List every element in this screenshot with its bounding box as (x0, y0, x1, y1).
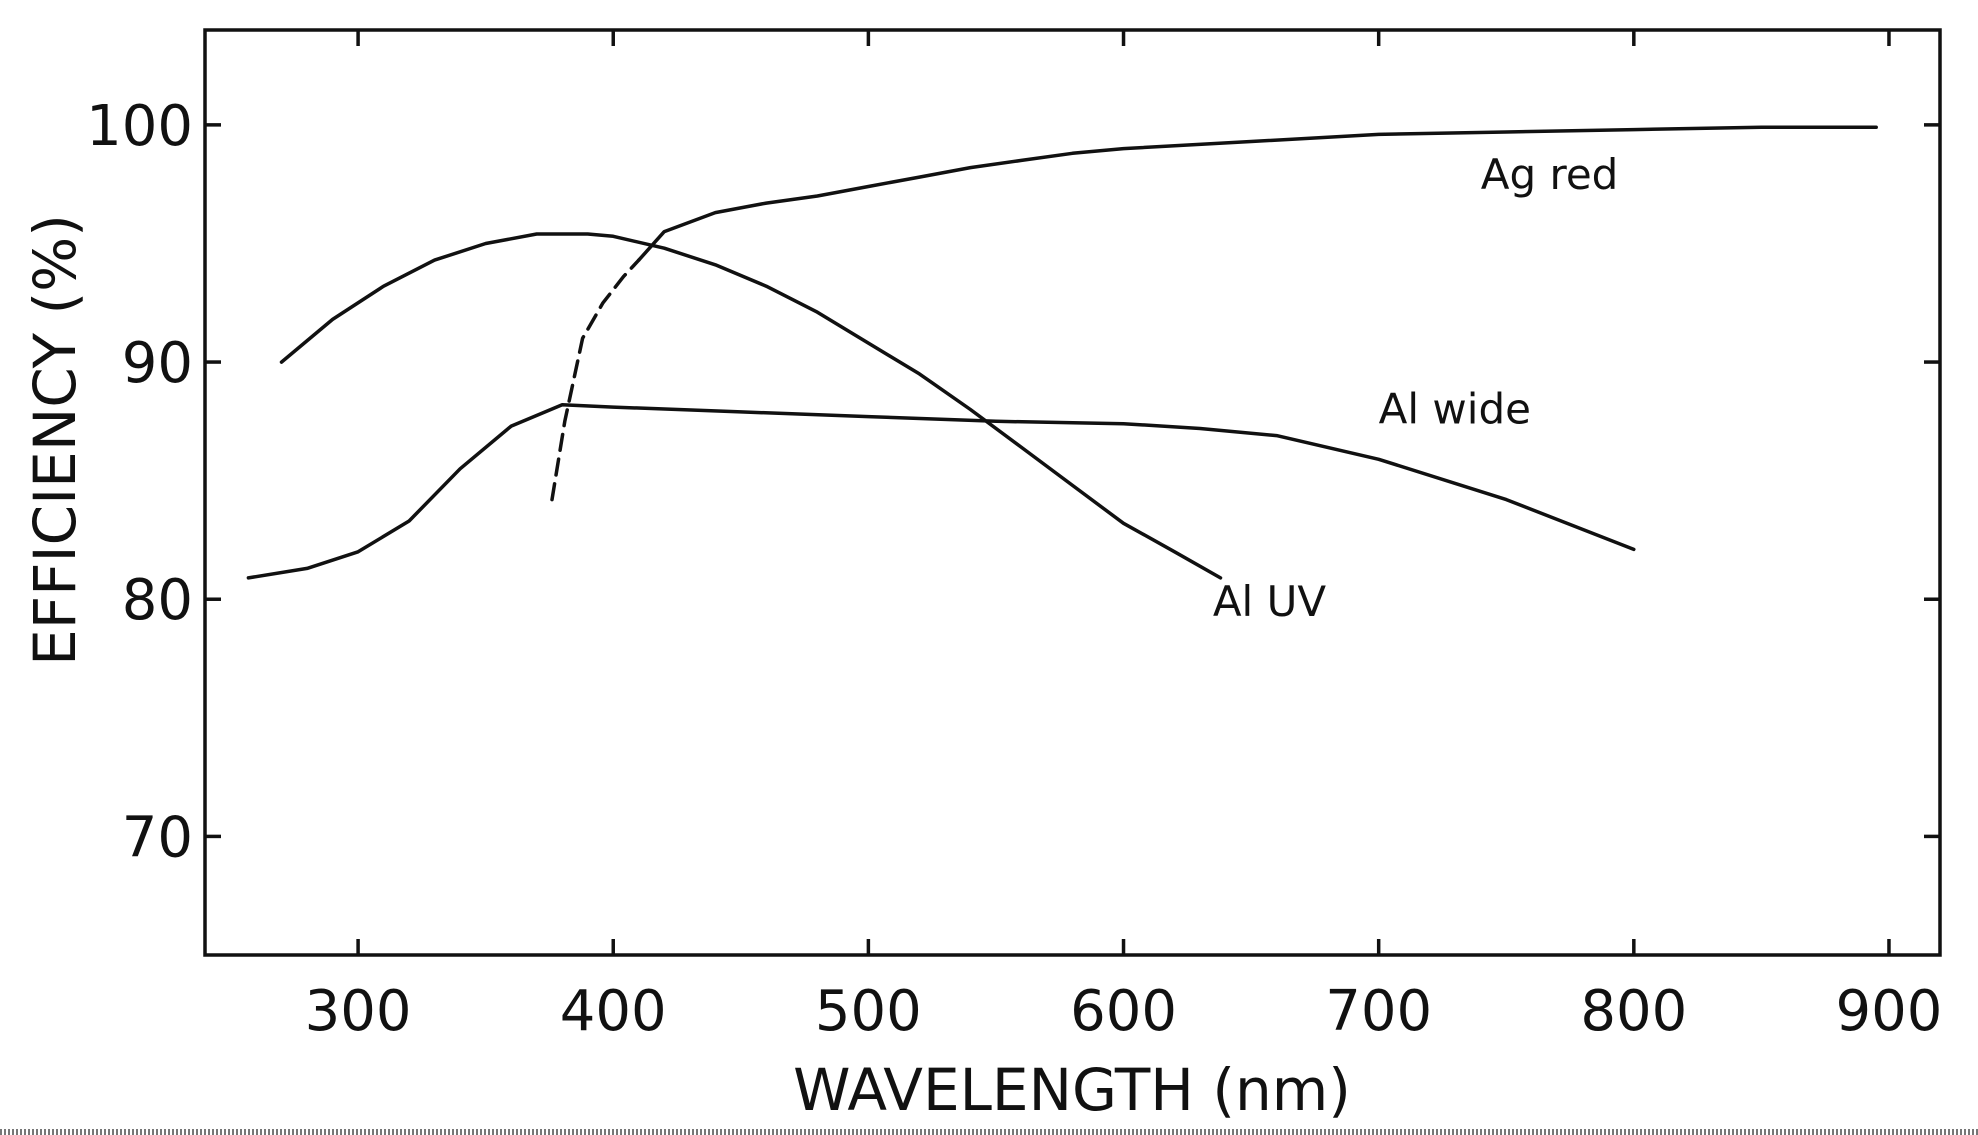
tick-labels: 300 400 500 600 700 800 900 70 80 90 100 (86, 94, 1942, 1044)
series-label: Al wide (1379, 385, 1531, 434)
y-tick-label: 80 (122, 568, 193, 633)
x-axis-title: WAVELENGTH (nm) (793, 1056, 1351, 1124)
series-line-al-wide (246, 402, 1636, 580)
series-label: Al UV (1213, 577, 1326, 626)
plot-frame (203, 28, 1942, 957)
y-tick-label: 70 (122, 805, 193, 870)
x-tick-label: 800 (1580, 979, 1687, 1044)
x-tick-label: 600 (1070, 979, 1177, 1044)
series-curves (246, 125, 1878, 580)
series-line-ag-red-dashed-extension (550, 258, 641, 502)
x-tick-label: 700 (1325, 979, 1432, 1044)
x-tick-label: 300 (305, 979, 412, 1044)
x-tick-label: 500 (815, 979, 922, 1044)
x-tick-label: 400 (560, 979, 667, 1044)
scan-border (0, 1129, 1978, 1135)
series-line-al-uv (279, 232, 1223, 580)
series-line-ag-red (637, 125, 1878, 262)
y-axis-title: EFFICIENCY (%) (21, 214, 89, 666)
axis-ticks (205, 30, 1940, 955)
x-tick-label: 900 (1836, 979, 1943, 1044)
series-label: Ag red (1481, 150, 1619, 199)
y-tick-label: 100 (86, 94, 193, 159)
series-annotations: Ag red Al wide Al UV (1213, 150, 1618, 626)
y-tick-label: 90 (122, 331, 193, 396)
